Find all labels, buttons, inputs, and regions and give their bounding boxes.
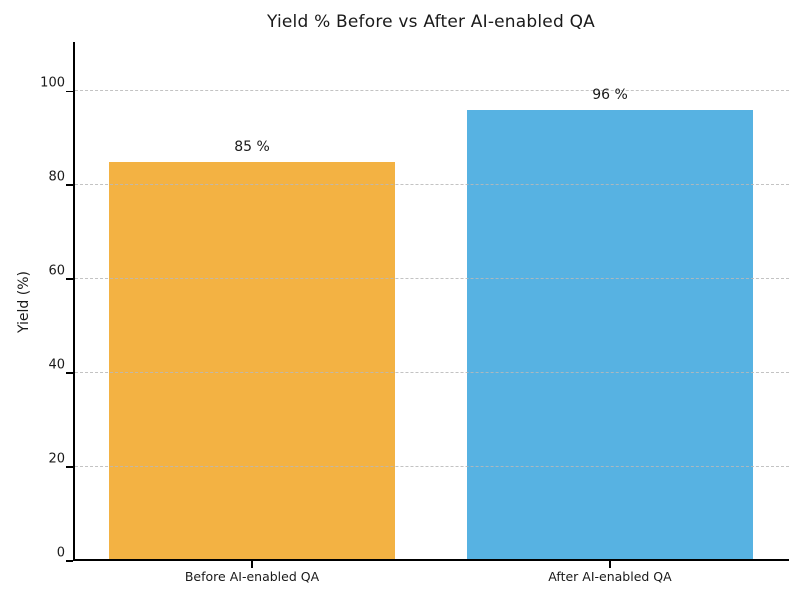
bar-after	[466, 110, 754, 559]
gridline	[75, 278, 789, 280]
x-tick-mark	[609, 561, 611, 568]
y-tick-label: 0	[56, 545, 65, 561]
y-axis-spine	[73, 42, 75, 561]
x-axis-spine	[73, 559, 789, 561]
x-tick-label: Before AI-enabled QA	[184, 569, 320, 584]
y-tick-mark	[66, 466, 73, 468]
bar-before	[108, 161, 396, 559]
y-tick-label: 20	[48, 451, 65, 467]
x-tick-mark	[251, 561, 253, 568]
chart-title: Yield % Before vs After AI-enabled QA	[267, 12, 595, 32]
gridline	[75, 184, 789, 186]
y-tick-label: 100	[40, 75, 65, 91]
gridline	[75, 90, 789, 92]
gridline	[75, 372, 789, 374]
y-tick-label: 60	[48, 263, 65, 279]
bar-value-label: 85 %	[234, 138, 270, 155]
y-tick-mark	[66, 560, 73, 562]
y-tick-mark	[66, 278, 73, 280]
y-tick-mark	[66, 372, 73, 374]
x-tick-label: After AI-enabled QA	[548, 569, 672, 584]
y-tick-label: 40	[48, 357, 65, 373]
plot-area: 85 % 96 % 0 20 40 60 80 100 Before AI-enabled …	[40, 42, 789, 584]
y-tick-label: 80	[48, 169, 65, 185]
gridline	[75, 466, 789, 468]
bar-value-label: 96 %	[592, 87, 628, 104]
y-axis-label: Yield (%)	[16, 271, 32, 334]
y-tick-mark	[66, 184, 73, 187]
y-tick-mark	[66, 90, 73, 93]
